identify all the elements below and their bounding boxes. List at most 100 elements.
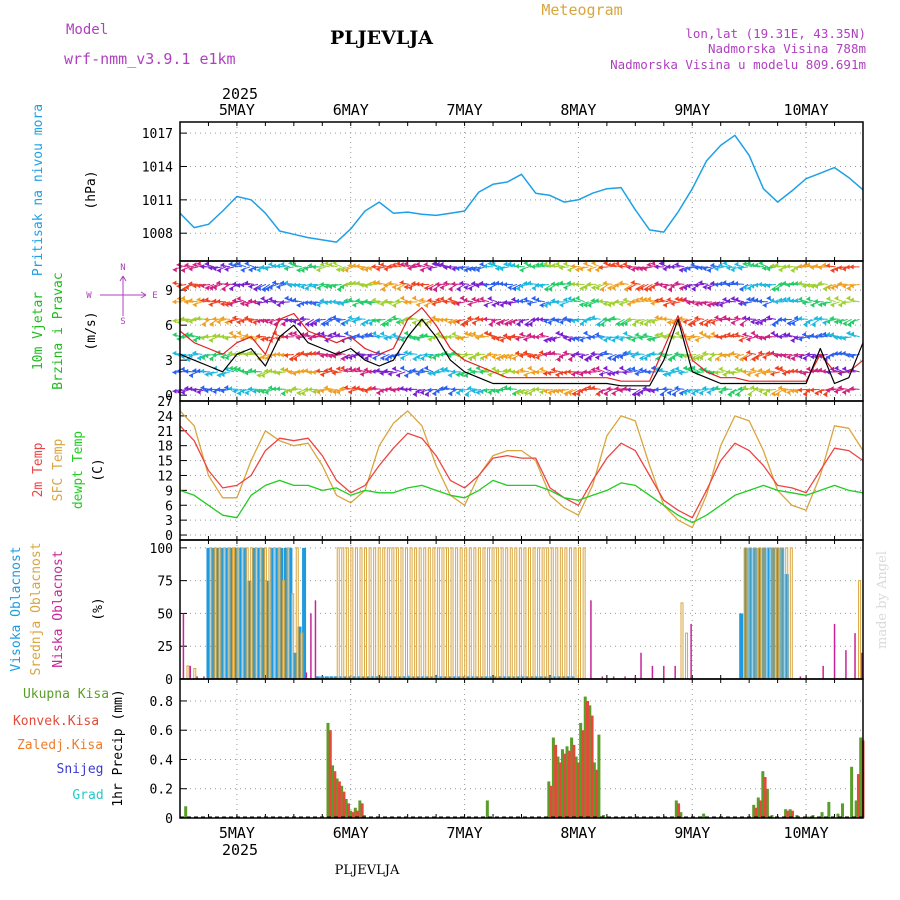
wind-vector-head [833,284,838,290]
wind-vector-head [351,367,356,373]
wind-vector-head [327,388,332,394]
wind-vector-head [172,280,177,286]
total-precip-bar [854,800,858,818]
wind-ytick-label: 9 [165,284,173,299]
wind-vector-head [574,350,579,356]
cloud-low-bar [182,613,185,679]
wind-vector-head [467,302,472,308]
wind-vector-head [216,280,221,286]
wind-vector-head [718,366,723,372]
cloud-low-label: Niska Oblacnost [51,550,66,667]
wind-vector-head [623,287,628,293]
wind-vector-head [722,372,727,378]
wind-vector-head [570,281,575,287]
wind-vector-head [283,317,288,323]
wind-vector-head [578,354,583,360]
wind-vector-head [793,315,798,321]
wind-vector-head [200,368,205,374]
wind-vector-head [228,365,233,371]
wind-vector-head [817,389,822,395]
wind-vector-head [343,367,348,373]
wind-vector-head [443,280,448,286]
wind-speed-line [179,318,864,387]
cloud-high-bar [329,676,334,679]
cloud-high-bar [242,547,247,679]
wind-vector-head [746,260,751,266]
wind-vector-head [427,336,432,342]
cloud-mid-bar [272,547,276,680]
wind-vector-head [209,356,214,362]
precip-frame [179,678,864,819]
wind-vector-head [702,332,707,338]
wind-vector-head [527,365,532,371]
wind-vector-head [408,285,413,291]
wind-vector-head [323,284,328,290]
wind-vector-head [507,354,512,360]
cloud-mid-bar [523,547,527,680]
wind-vector-head [375,279,380,285]
wind-vector-head [546,301,551,307]
wind-vector-head [435,297,440,303]
cloud-mid-bar [546,547,550,680]
wind-vector-head [204,372,209,378]
wind-vector-head [491,318,496,324]
wind-vector-head [691,391,696,397]
top-day-label: 5MAY [219,101,255,119]
wind-vector-head [307,387,312,393]
wind-vector-head [610,262,615,268]
wind-vector-head [236,366,241,372]
wind-vector-head [642,368,647,374]
wind-vector-head [638,296,643,302]
wind-vector-head [495,266,500,272]
wind-vector-head [773,353,778,359]
wind-vector-head [320,331,325,337]
wind-vector-head [439,296,444,302]
cloud-high-bar [461,676,466,679]
total-precip-bar [570,737,574,818]
wind-vector-head [236,283,241,289]
wind-vector-head [399,261,404,267]
wind-vector-head [315,368,320,374]
wind-vector-head [551,388,556,394]
bottom-day-labels: 5MAY 6MAY 7MAY 8MAY 9MAY 10MAY [219,824,829,842]
wind-vector-head [761,317,766,323]
wind-vector-head [240,267,245,273]
wind-vector-head [475,267,480,273]
total-precip-bar [560,749,564,818]
wind-vector-head [355,385,360,391]
wind-vector-head [435,317,440,323]
wind-vector-head [475,365,480,371]
wind-vector-head [316,267,321,273]
wind-vector-head [739,322,744,328]
wind-vector-head [379,301,384,307]
cloud-high-bar [397,676,402,679]
wind-vector-head [678,353,683,359]
wind-vector-head [347,297,352,303]
wind-vector-head [359,282,364,288]
wind-vector-head [534,282,539,288]
wind-vector-head [793,265,798,271]
gust-line [179,307,864,382]
cloud-high-bar [302,547,307,679]
total-precip-bar [788,809,792,818]
wind-vector-head [232,262,237,268]
wind-vector-head [765,350,770,356]
wind-vector-head [424,392,429,398]
wind-vector-head [558,388,563,394]
wind-vector-head [339,386,344,392]
precip-ytick-label: 0.2 [150,783,173,798]
wind-vector-head [431,371,436,377]
total-precip-bar [574,756,578,818]
wind-vector-head [813,263,818,269]
wind-vector-head [834,295,839,301]
wind-vector-head [539,261,544,267]
wind-vector-head [220,354,225,360]
wind-vector-head [777,352,782,358]
wind-vector-head [666,371,671,377]
wind-vector-head [579,337,584,343]
wind-vector-head [837,385,842,391]
wind-vector-head [447,296,452,302]
wind-vector-head [335,350,340,356]
wind-vector-head [570,318,575,324]
total-precip-bar [579,722,583,818]
